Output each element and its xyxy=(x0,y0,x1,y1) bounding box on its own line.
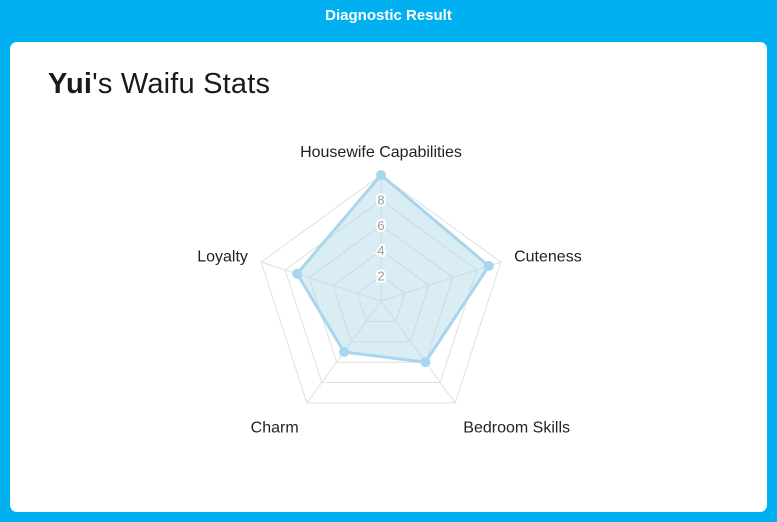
page-title-suffix: 's Waifu Stats xyxy=(92,68,271,100)
axis-label: Loyalty xyxy=(197,249,248,266)
data-point xyxy=(420,357,431,368)
axis-spoke xyxy=(380,261,501,302)
data-point xyxy=(292,268,303,279)
grid-ring xyxy=(260,174,502,404)
data-point xyxy=(376,170,386,180)
axis-label: Cuteness xyxy=(514,249,582,266)
data-point xyxy=(339,347,349,357)
axis-label: Housewife Capabilities xyxy=(300,144,462,161)
page-title: Yui's Waifu Stats xyxy=(48,68,270,101)
tick-label: 8 xyxy=(377,193,384,208)
tick-label: 6 xyxy=(377,218,384,233)
axis-label: Bedroom Skills xyxy=(463,419,570,436)
header-bar: Diagnostic Result xyxy=(0,0,777,32)
tick-label: 2 xyxy=(377,268,384,283)
axis-spoke xyxy=(380,300,456,404)
header-title: Diagnostic Result xyxy=(325,7,452,24)
radar-chart: 2 4 6 8 Housewife Capabilities Cuteness Bedroo… xyxy=(10,42,767,512)
result-card: Yui's Waifu Stats 2 4 6 8 Housewife Capabili… xyxy=(10,42,767,512)
grid-ring xyxy=(284,199,478,383)
axis-label: Charm xyxy=(251,419,299,436)
grid-ring xyxy=(356,275,406,322)
radar-chart-svg: 2 4 6 8 Housewife Capabilities Cuteness Bedroo… xyxy=(197,144,582,436)
tick-label: 4 xyxy=(377,243,384,258)
character-name: Yui xyxy=(48,68,93,100)
grid-ring xyxy=(332,249,430,343)
data-polygon xyxy=(295,173,491,364)
data-point xyxy=(483,261,494,271)
grid-ring xyxy=(308,224,454,363)
axis-spoke xyxy=(261,261,382,302)
